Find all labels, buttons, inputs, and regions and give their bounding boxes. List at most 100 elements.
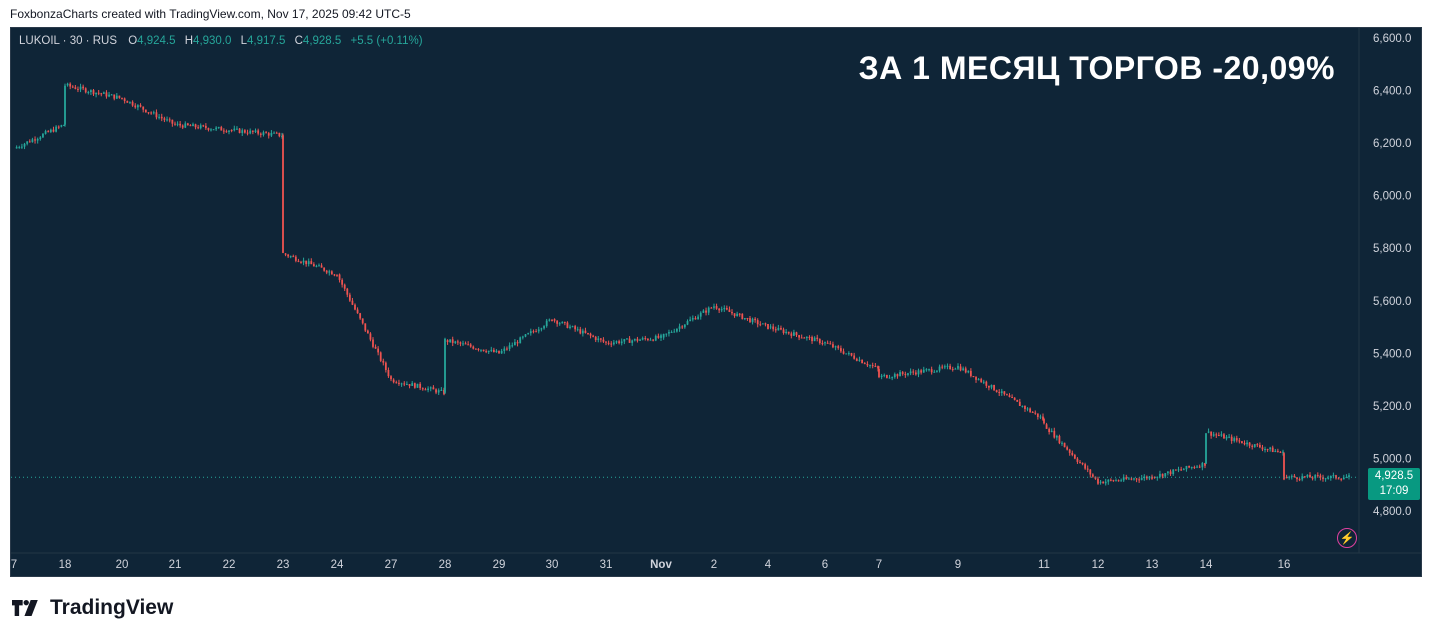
candle-body bbox=[289, 256, 292, 258]
candle-body bbox=[1066, 447, 1069, 450]
candle-body bbox=[985, 381, 988, 386]
candle-body bbox=[52, 129, 55, 132]
candle-body bbox=[813, 337, 816, 342]
candle-body bbox=[171, 119, 174, 124]
candle-body bbox=[1130, 478, 1133, 480]
candle-body bbox=[1251, 445, 1254, 447]
candle-body bbox=[805, 336, 808, 339]
candle-body bbox=[660, 335, 662, 338]
candle-body bbox=[372, 339, 374, 347]
candle-body bbox=[710, 307, 713, 309]
y-tick-label: 5,200.0 bbox=[1373, 401, 1411, 413]
candle-body bbox=[194, 124, 197, 128]
candle-body bbox=[691, 318, 694, 320]
candle-body bbox=[429, 387, 432, 389]
candle-body bbox=[733, 313, 736, 317]
candle-body bbox=[589, 333, 592, 336]
candle-body bbox=[1285, 477, 1288, 479]
candle-body bbox=[930, 369, 933, 373]
x-tick-label: 23 bbox=[277, 559, 290, 571]
candle-body bbox=[163, 118, 166, 120]
candle-body bbox=[310, 261, 313, 265]
candle-body bbox=[506, 348, 508, 350]
chart-panel[interactable]: 6,600.0 6,400.0 6,200.0 6,000.0 5,800.0 5,600… bbox=[10, 27, 1422, 577]
x-tick-label: 16 bbox=[1278, 559, 1291, 571]
candle-body bbox=[1298, 479, 1301, 481]
candle-body bbox=[1120, 480, 1123, 482]
candle-body bbox=[444, 338, 446, 393]
candle-body bbox=[1104, 481, 1107, 484]
candle-body bbox=[282, 135, 284, 253]
y-tick-label: 6,400.0 bbox=[1373, 86, 1411, 98]
candle-body bbox=[1259, 444, 1261, 448]
candle-body bbox=[44, 131, 47, 134]
candle-body bbox=[374, 346, 377, 349]
candle-body bbox=[676, 328, 678, 332]
candle-body bbox=[850, 353, 853, 356]
candle-body bbox=[626, 338, 628, 340]
candle-body bbox=[55, 126, 58, 132]
candle-body bbox=[348, 294, 351, 301]
candle-body bbox=[395, 382, 398, 384]
change-value: +5.5 (+0.11%) bbox=[350, 35, 423, 47]
candle-body bbox=[594, 336, 597, 341]
candle-body bbox=[1073, 454, 1076, 459]
candle-body bbox=[292, 256, 295, 258]
x-tick-label: Nov bbox=[650, 559, 672, 571]
candle-body bbox=[1201, 463, 1204, 468]
candle-body bbox=[1063, 442, 1066, 448]
candle-body bbox=[1279, 451, 1282, 453]
candle-body bbox=[97, 92, 100, 94]
candle-body bbox=[1290, 475, 1293, 477]
candle-body bbox=[472, 346, 475, 349]
candle-body bbox=[1053, 430, 1056, 438]
candle-body bbox=[633, 338, 636, 341]
candle-body bbox=[387, 370, 390, 377]
candle-body bbox=[920, 370, 923, 373]
y-tick-label: 6,000.0 bbox=[1373, 191, 1411, 203]
candle-body bbox=[551, 319, 553, 321]
candle-body bbox=[1177, 469, 1180, 471]
candle-body bbox=[925, 369, 928, 371]
candlestick-plot[interactable]: 6,600.0 6,400.0 6,200.0 6,000.0 5,800.0 5,600… bbox=[11, 28, 1421, 576]
candle-body bbox=[1055, 436, 1058, 438]
candle-body bbox=[855, 358, 858, 361]
candle-body bbox=[599, 338, 602, 340]
candle-body bbox=[1117, 480, 1120, 482]
candle-body bbox=[1042, 416, 1044, 420]
lightning-icon[interactable]: ⚡ bbox=[1337, 528, 1357, 548]
candle-body bbox=[816, 337, 819, 339]
candle-body bbox=[647, 338, 649, 341]
candle-body bbox=[110, 94, 113, 96]
candle-body bbox=[556, 320, 559, 324]
candle-body bbox=[95, 92, 97, 95]
candle-body bbox=[853, 355, 856, 359]
candle-body bbox=[254, 130, 257, 132]
candle-body bbox=[1013, 397, 1016, 400]
candle-body bbox=[115, 95, 118, 99]
candle-body bbox=[57, 126, 60, 128]
candle-body bbox=[767, 323, 769, 329]
candle-body bbox=[686, 321, 689, 325]
candle-body bbox=[217, 127, 220, 129]
candle-body bbox=[581, 330, 584, 334]
candle-body bbox=[558, 323, 561, 325]
candle-body bbox=[1043, 419, 1045, 424]
candle-body bbox=[82, 86, 85, 89]
candle-body bbox=[121, 97, 123, 99]
candle-body bbox=[166, 119, 168, 121]
candle-body bbox=[1348, 475, 1350, 478]
candle-body bbox=[957, 365, 959, 369]
candle-body bbox=[118, 95, 121, 98]
candle-body bbox=[715, 306, 718, 309]
headline-annotation: ЗА 1 МЕСЯЦ ТОРГОВ -20,09% bbox=[858, 50, 1335, 86]
candle-body bbox=[1011, 397, 1013, 399]
candle-body bbox=[361, 318, 364, 324]
candle-body bbox=[899, 372, 901, 377]
candle-body bbox=[980, 379, 983, 383]
candle-body bbox=[176, 123, 179, 125]
candle-body bbox=[1215, 434, 1218, 436]
candle-body bbox=[880, 375, 883, 377]
candle-body bbox=[87, 92, 90, 94]
candle-body bbox=[249, 130, 252, 134]
